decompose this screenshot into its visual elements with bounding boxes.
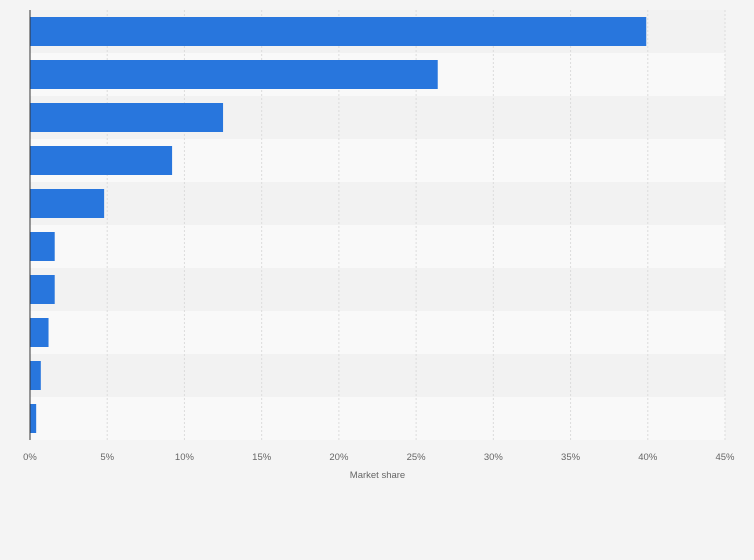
x-tick-label: 0% (23, 452, 37, 463)
row-band (30, 354, 725, 397)
bar[interactable] (30, 17, 647, 46)
x-tick-label: 15% (252, 452, 272, 463)
x-axis-ticks: 0% 5% 10% 15% 20% 25% 30% 35% 40% 45% (23, 452, 735, 463)
bar[interactable] (30, 318, 49, 347)
bar[interactable] (30, 189, 105, 218)
row-band (30, 225, 725, 268)
bar[interactable] (30, 146, 173, 175)
x-tick-label: 35% (561, 452, 581, 463)
x-tick-label: 30% (484, 452, 504, 463)
x-tick-label: 40% (638, 452, 658, 463)
bar[interactable] (30, 103, 224, 132)
row-band (30, 311, 725, 354)
bar[interactable] (30, 361, 41, 390)
x-tick-label: 10% (175, 452, 195, 463)
x-tick-label: 5% (100, 452, 114, 463)
x-axis-title: Market share (350, 470, 405, 481)
x-tick-label: 45% (715, 452, 735, 463)
row-band (30, 182, 725, 225)
x-tick-label: 25% (407, 452, 427, 463)
row-bands (30, 10, 725, 440)
bar[interactable] (30, 60, 438, 89)
bars (30, 17, 647, 433)
row-band (30, 268, 725, 311)
x-tick-label: 20% (329, 452, 349, 463)
bar[interactable] (30, 275, 55, 304)
bar[interactable] (30, 404, 37, 433)
bar[interactable] (30, 232, 55, 261)
row-band (30, 397, 725, 440)
